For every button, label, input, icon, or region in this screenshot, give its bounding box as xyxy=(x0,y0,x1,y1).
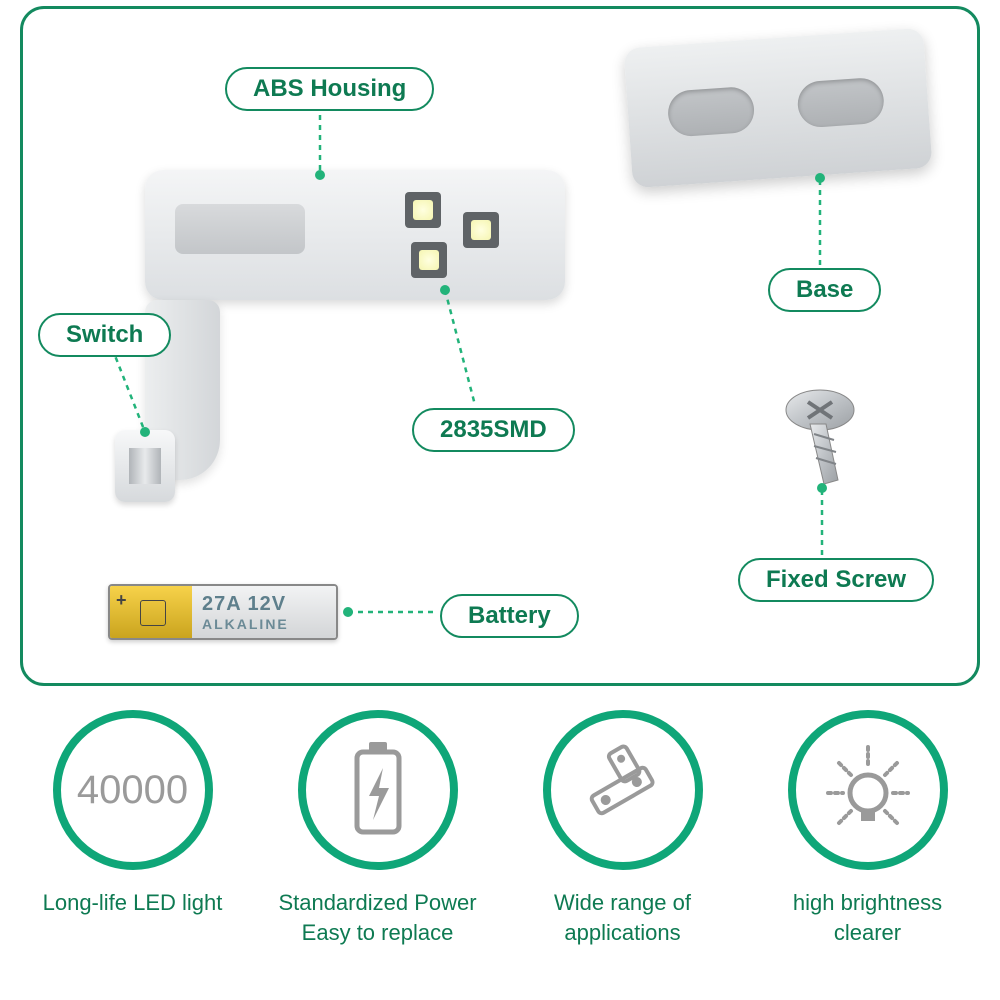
label-abs-housing: ABS Housing xyxy=(225,67,434,111)
base-slot-2 xyxy=(796,77,885,129)
feature-longlife: 40000 Long-life LED light xyxy=(18,710,248,947)
label-fixed-screw: Fixed Screw xyxy=(738,558,934,602)
feature-caption-1: Long-life LED light xyxy=(43,888,223,918)
battery-spec: 27A 12V xyxy=(202,593,336,616)
switch-knob xyxy=(115,430,175,502)
feature-caption-4: high brightness clearer xyxy=(793,888,942,947)
feature-icon-40000: 40000 xyxy=(77,768,188,813)
feature-brightness: high brightness clearer xyxy=(753,710,983,947)
feature-applications: Wide range of applications xyxy=(508,710,738,947)
label-smd: 2835SMD xyxy=(412,408,575,452)
led-2 xyxy=(463,212,499,248)
led-1 xyxy=(405,192,441,228)
feature-caption-3: Wide range of applications xyxy=(554,888,691,947)
label-base: Base xyxy=(768,268,881,312)
features-row: 40000 Long-life LED light Standardized P… xyxy=(0,710,1000,947)
hinge-icon xyxy=(573,740,673,840)
label-switch: Switch xyxy=(38,313,171,357)
battery-type: ALKALINE xyxy=(202,616,336,632)
product-slot xyxy=(175,204,305,254)
battery-image: 27A 12V ALKALINE xyxy=(108,584,338,640)
base-plate xyxy=(623,28,932,189)
feature-circle-1: 40000 xyxy=(53,710,213,870)
feature-caption-2: Standardized Power Easy to replace xyxy=(278,888,476,947)
base-slot-1 xyxy=(667,86,756,138)
feature-power: Standardized Power Easy to replace xyxy=(263,710,493,947)
feature-circle-2 xyxy=(298,710,458,870)
feature-circle-3 xyxy=(543,710,703,870)
lightbulb-icon xyxy=(813,735,923,845)
label-battery: Battery xyxy=(440,594,579,638)
feature-circle-4 xyxy=(788,710,948,870)
battery-charge-icon xyxy=(343,740,413,840)
screw-icon xyxy=(780,380,890,500)
led-3 xyxy=(411,242,447,278)
